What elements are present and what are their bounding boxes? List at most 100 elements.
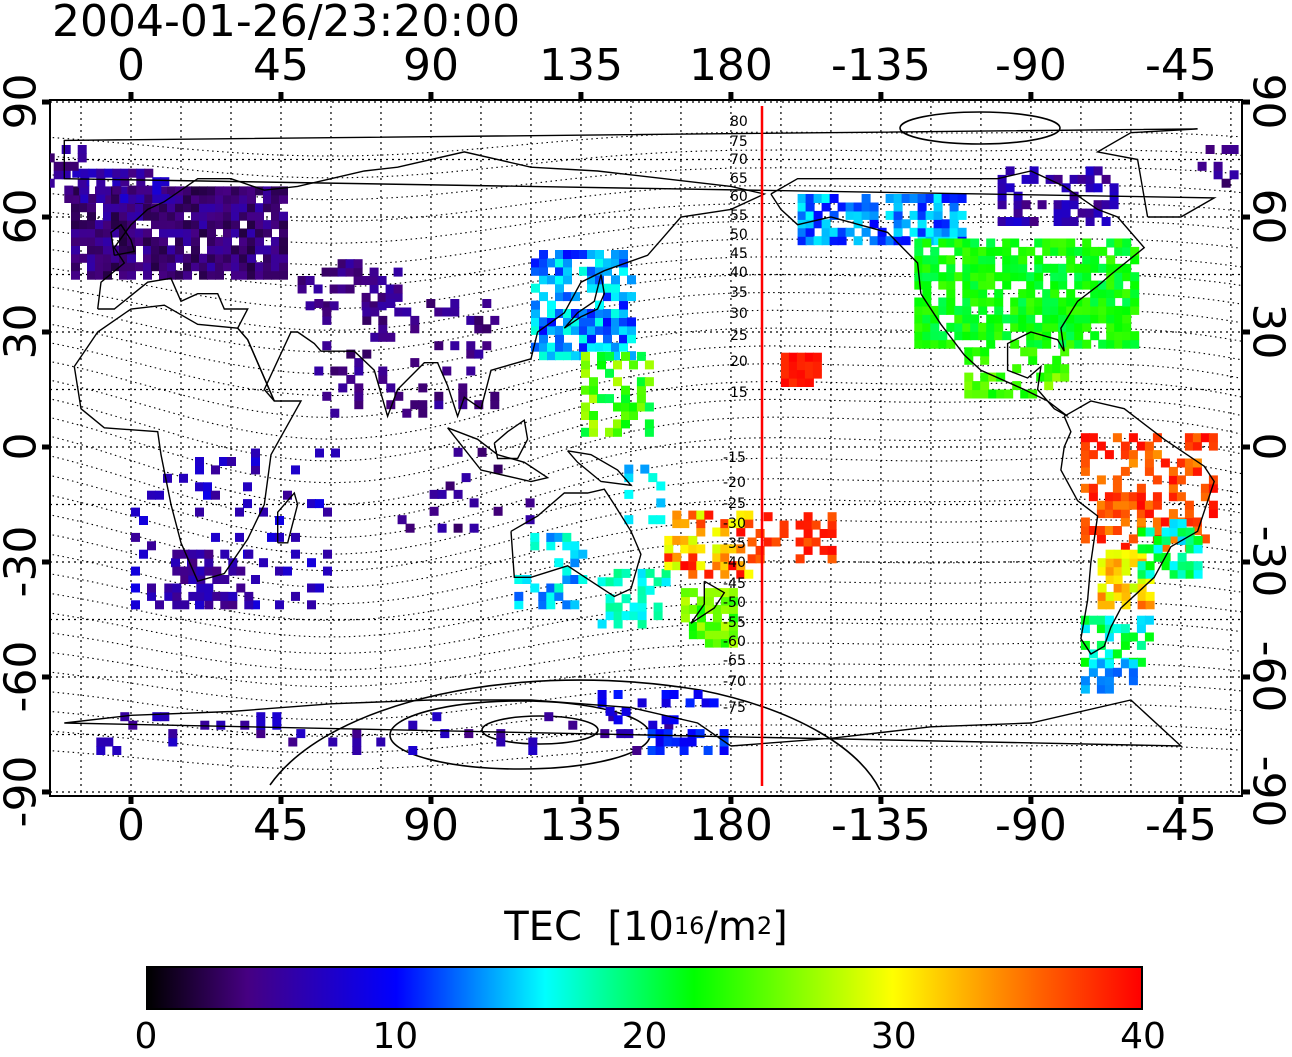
- tec-cell: [712, 561, 722, 571]
- tec-cell: [997, 183, 1007, 193]
- tec-cell: [183, 253, 192, 263]
- tec-cell: [231, 270, 240, 280]
- tec-cell: [803, 529, 813, 538]
- tec-cell: [131, 507, 140, 517]
- tec-cell: [1096, 684, 1106, 694]
- tec-cell: [624, 729, 634, 739]
- tec-cell: [1058, 331, 1068, 341]
- tec-cell: [531, 342, 540, 352]
- lon-label-bottom: 180: [688, 800, 773, 851]
- tec-cell: [1113, 583, 1123, 593]
- tec-cell: [587, 275, 596, 285]
- tec-cell: [1050, 238, 1060, 248]
- tec-cell: [788, 352, 798, 362]
- tec-cell: [231, 211, 240, 221]
- tec-cell: [1034, 331, 1044, 341]
- tec-cell: [128, 185, 138, 195]
- tec-cell: [1074, 305, 1084, 315]
- tec-cell: [1112, 649, 1122, 659]
- tec-cell: [1104, 615, 1114, 625]
- tec-cell: [696, 527, 706, 537]
- tec-cell: [978, 263, 988, 273]
- contour-label: 70: [730, 152, 748, 168]
- tec-cell: [680, 613, 690, 623]
- lat-label-left: 0: [0, 432, 47, 461]
- tec-cell: [175, 211, 184, 221]
- tec-cell: [1088, 667, 1098, 677]
- tec-cell: [1002, 263, 1012, 273]
- tec-cell: [440, 729, 450, 739]
- tec-cell: [1010, 305, 1020, 315]
- tec-cell: [720, 527, 730, 537]
- tec-cell: [893, 210, 903, 220]
- tec-cell: [207, 253, 216, 263]
- tec-cell: [986, 263, 996, 273]
- tec-cell: [595, 258, 604, 268]
- contour-line: [50, 580, 1242, 638]
- tec-cell: [779, 529, 789, 538]
- tec-cell: [1129, 558, 1139, 568]
- tec-cell: [119, 186, 128, 196]
- tec-cell: [933, 227, 943, 237]
- tec-cell: [450, 341, 460, 351]
- contour-label: -50: [723, 595, 746, 611]
- tec-cell: [191, 203, 200, 213]
- tec-cell: [813, 210, 823, 220]
- tec-cell: [978, 246, 988, 256]
- tec-cell: [71, 228, 80, 238]
- tec-cell: [239, 203, 248, 213]
- tec-cell: [1137, 561, 1147, 571]
- tec-cell: [893, 227, 903, 237]
- tec-cell: [376, 737, 386, 747]
- tec-cell: [215, 253, 224, 263]
- tec-cell: [195, 465, 204, 475]
- tec-cell: [112, 168, 122, 178]
- tec-cell: [909, 210, 919, 220]
- contour-line: [50, 238, 1242, 288]
- tec-cell: [595, 325, 604, 335]
- tec-cell: [136, 194, 146, 203]
- tec-cell: [645, 568, 655, 578]
- tec-cell: [648, 515, 658, 525]
- tec-cell: [1066, 255, 1076, 265]
- tec-cell: [562, 575, 572, 584]
- tec-cell: [188, 575, 198, 584]
- tec-cell: [119, 211, 128, 221]
- colorbar-title: TEC [1016/m2]: [504, 904, 788, 950]
- tec-cell: [555, 334, 564, 344]
- tec-cell: [986, 297, 996, 307]
- tec-cell: [1161, 527, 1171, 537]
- tec-cell: [482, 299, 492, 308]
- tec-cell: [901, 194, 911, 203]
- contour-label: -45: [723, 576, 746, 592]
- contour-label: 35: [730, 285, 748, 301]
- tec-cell: [1137, 575, 1147, 584]
- tec-cell: [1120, 441, 1130, 451]
- tec-cell: [1136, 509, 1146, 519]
- tec-cell: [621, 419, 630, 429]
- tec-cell: [603, 342, 612, 352]
- contour-label: 65: [730, 171, 748, 187]
- tec-cell: [629, 360, 638, 370]
- tec-cell: [954, 246, 964, 256]
- tec-cell: [1034, 272, 1044, 282]
- tec-cell: [1080, 441, 1090, 451]
- tec-cell: [1137, 569, 1147, 579]
- tec-cell: [61, 145, 71, 154]
- tec-cell: [1060, 372, 1070, 382]
- tec-cell: [613, 715, 623, 725]
- tec-cell: [256, 729, 266, 739]
- tec-cell: [315, 448, 324, 458]
- tec-cell: [797, 236, 807, 246]
- tec-cell: [175, 270, 184, 280]
- tec-cell: [95, 228, 104, 238]
- tec-cell: [1010, 238, 1020, 248]
- tec-cell: [256, 712, 266, 722]
- tec-cell: [531, 309, 540, 318]
- tec-cell: [231, 194, 240, 204]
- tec-cell: [346, 349, 356, 359]
- tec-cell: [1192, 433, 1202, 443]
- tec-cell: [135, 262, 144, 272]
- tec-cell: [619, 258, 628, 268]
- tec-cell: [970, 331, 980, 341]
